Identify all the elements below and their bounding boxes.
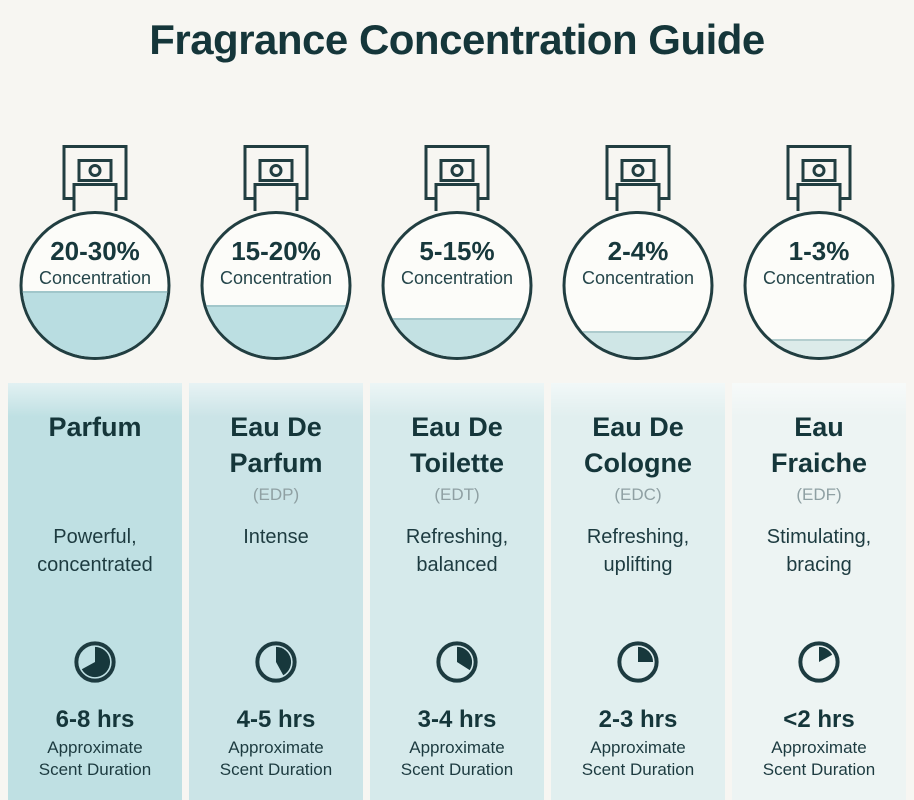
bottles-row: 20-30% Concentration 15-20% Concentratio… xyxy=(8,145,906,365)
sprayer-neck xyxy=(615,183,661,211)
scent-duration-hours: 4-5 hrs xyxy=(236,706,316,733)
fragrance-column: Eau De Cologne (EDC) Refreshing, uplifti… xyxy=(551,383,725,800)
concentration-label: Concentration xyxy=(38,268,152,288)
nozzle-icon xyxy=(88,164,102,177)
fragrance-abbreviation: (EDT) xyxy=(434,485,480,504)
sprayer-neck xyxy=(253,183,299,211)
concentration-label: Concentration xyxy=(219,268,333,288)
fragrance-description: Stimulating, bracing xyxy=(766,526,872,576)
clock-face xyxy=(255,641,297,683)
fill-level xyxy=(746,339,892,357)
clock-wedge xyxy=(81,646,111,678)
concentration-range: 15-20% xyxy=(231,236,321,266)
concentration-label: Concentration xyxy=(400,268,514,288)
sprayer-neck xyxy=(72,183,118,211)
perfume-bottle: 20-30% Concentration xyxy=(8,145,182,365)
scent-duration-caption: Approximate Scent Duration xyxy=(38,738,152,779)
clock-face xyxy=(798,641,840,683)
clock-wedge xyxy=(638,646,654,662)
fragrance-description: Powerful, concentrated xyxy=(37,526,153,576)
sprayer-button xyxy=(77,159,113,182)
perfume-bottle: 2-4% Concentration xyxy=(551,145,725,365)
clock-wedge xyxy=(457,646,473,671)
bottle-body: 15-20% Concentration xyxy=(200,211,352,360)
fill-level xyxy=(565,330,711,357)
fragrance-description: Refreshing, uplifting xyxy=(586,526,690,576)
scent-duration-hours: 2-3 hrs xyxy=(598,706,678,733)
scent-duration-hours: <2 hrs xyxy=(783,706,855,733)
fragrance-description: Intense xyxy=(243,526,309,548)
fragrance-name: Eau De Parfum xyxy=(229,412,323,478)
fragrance-column: Parfum Powerful, concentrated 6-8 hrs Ap… xyxy=(8,383,182,800)
scent-duration-caption: Approximate Scent Duration xyxy=(581,738,695,779)
fragrance-abbreviation: (EDF) xyxy=(796,485,842,504)
fill-level xyxy=(22,290,168,357)
fragrance-name: Eau De Cologne xyxy=(584,412,692,478)
concentration-range: 2-4% xyxy=(607,236,669,266)
bottle-body: 2-4% Concentration xyxy=(562,211,714,360)
concentration-label: Concentration xyxy=(581,268,695,288)
fill-level xyxy=(203,304,349,357)
perfume-bottle: 15-20% Concentration xyxy=(189,145,363,365)
sprayer-neck xyxy=(796,183,842,211)
concentration-range: 1-3% xyxy=(788,236,850,266)
sprayer-button xyxy=(801,159,837,182)
fragrance-name: Eau Fraiche xyxy=(770,412,868,478)
scent-duration-hours: 6-8 hrs xyxy=(55,706,135,733)
clock-face xyxy=(74,641,116,683)
sprayer-neck xyxy=(434,183,480,211)
fragrance-abbreviation: (EDP) xyxy=(252,485,300,504)
perfume-bottle: 1-3% Concentration xyxy=(732,145,906,365)
fragrance-description: Refreshing, balanced xyxy=(405,526,509,576)
clock-wedge xyxy=(819,646,833,662)
bottle-body: 5-15% Concentration xyxy=(381,211,533,360)
scent-duration-hours: 3-4 hrs xyxy=(417,706,497,733)
clock-face xyxy=(617,641,659,683)
fragrance-column: Eau De Parfum (EDP) Intense 4-5 hrs Appr… xyxy=(189,383,363,800)
sprayer-button xyxy=(258,159,294,182)
fragrance-name: Parfum xyxy=(48,412,142,442)
clock-icon xyxy=(617,641,659,683)
nozzle-icon xyxy=(812,164,826,177)
fragrance-column: Eau Fraiche (EDF) Stimulating, bracing <… xyxy=(732,383,906,800)
fragrance-abbreviation: (EDC) xyxy=(614,485,662,504)
clock-icon xyxy=(74,641,116,683)
clock-wedge xyxy=(276,646,292,676)
bottle-body: 20-30% Concentration xyxy=(19,211,171,360)
nozzle-icon xyxy=(269,164,283,177)
concentration-range: 20-30% xyxy=(50,236,140,266)
columns-row: Parfum Powerful, concentrated 6-8 hrs Ap… xyxy=(8,383,906,800)
nozzle-icon xyxy=(450,164,464,177)
concentration-range: 5-15% xyxy=(419,236,495,266)
perfume-bottle: 5-15% Concentration xyxy=(370,145,544,365)
sprayer-button xyxy=(439,159,475,182)
fragrance-column: Eau De Toilette (EDT) Refreshing, balanc… xyxy=(370,383,544,800)
concentration-label: Concentration xyxy=(762,268,876,288)
fill-level xyxy=(384,317,530,357)
page-title: Fragrance Concentration Guide xyxy=(149,16,765,63)
scent-duration-caption: Approximate Scent Duration xyxy=(762,738,876,779)
clock-icon xyxy=(798,641,840,683)
bottle-body: 1-3% Concentration xyxy=(743,211,895,360)
fragrance-name: Eau De Toilette xyxy=(410,412,504,478)
sprayer-button xyxy=(620,159,656,182)
scent-duration-caption: Approximate Scent Duration xyxy=(400,738,514,779)
clock-face xyxy=(436,641,478,683)
nozzle-icon xyxy=(631,164,645,177)
scent-duration-caption: Approximate Scent Duration xyxy=(219,738,333,779)
clock-icon xyxy=(255,641,297,683)
clock-icon xyxy=(436,641,478,683)
